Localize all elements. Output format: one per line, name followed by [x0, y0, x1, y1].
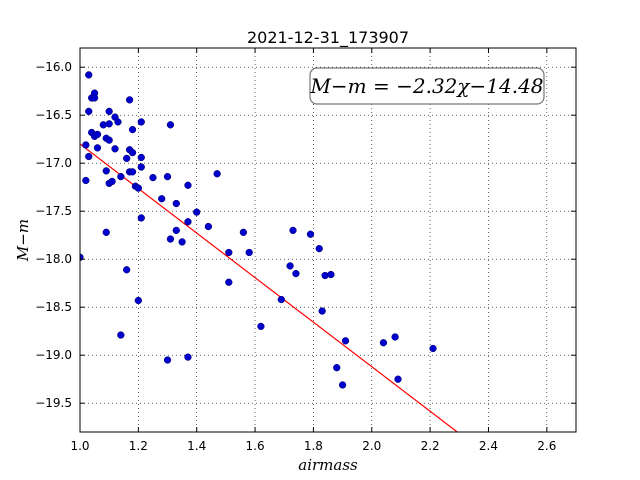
data-point: [137, 153, 145, 162]
x-tick-label: 1.0: [70, 439, 89, 453]
data-point: [204, 222, 213, 231]
data-points: [80, 71, 437, 389]
data-point: [184, 218, 192, 226]
data-point: [105, 107, 113, 116]
data-point: [306, 230, 315, 238]
data-point: [327, 270, 335, 279]
x-tick-label: 1.8: [304, 439, 323, 453]
data-point: [178, 238, 186, 246]
data-point: [128, 148, 137, 157]
y-tick-label: −19.0: [35, 348, 72, 362]
data-point: [134, 184, 143, 192]
data-point: [123, 266, 131, 274]
data-point: [93, 144, 102, 152]
data-point: [338, 381, 347, 389]
data-point: [193, 208, 201, 216]
data-point: [102, 228, 110, 236]
x-tick-label: 2.4: [479, 439, 498, 453]
data-point: [257, 322, 265, 331]
data-point: [117, 331, 125, 339]
data-point: [225, 278, 233, 286]
fit-equation: M−m = −2.32χ−14.48: [309, 74, 543, 98]
data-point: [292, 269, 300, 278]
data-point: [125, 96, 134, 104]
data-point: [93, 130, 102, 139]
data-point: [134, 296, 143, 305]
data-point: [114, 118, 122, 126]
data-point: [289, 226, 297, 235]
data-point: [85, 71, 93, 79]
data-point: [163, 172, 172, 181]
data-point: [108, 177, 116, 186]
y-axis-label: M−m: [14, 219, 32, 262]
data-point: [245, 248, 253, 257]
data-point: [82, 176, 90, 185]
y-tick-label: −17.5: [35, 204, 72, 218]
data-point: [111, 145, 119, 153]
data-point: [163, 356, 172, 364]
y-tick-label: −18.5: [35, 300, 72, 314]
data-point: [128, 125, 137, 134]
data-point: [172, 199, 180, 208]
axis-ticks: 1.0 1.2 1.4 1.6 1.8 2.0 2.2 2.4 2.6 −16.0 −16.5 −17…: [35, 48, 576, 453]
data-point: [117, 172, 125, 181]
data-point: [128, 168, 137, 176]
data-point: [166, 121, 175, 129]
data-point: [172, 226, 180, 235]
data-point: [102, 167, 110, 175]
data-point: [341, 337, 350, 345]
equation-annotation: M−m = −2.32χ−14.48: [309, 67, 545, 105]
y-tick-label: −16.5: [35, 108, 72, 122]
data-point: [166, 235, 175, 243]
data-point: [277, 295, 285, 304]
data-point: [90, 94, 99, 102]
y-tick-label: −18.0: [35, 252, 72, 266]
data-point: [318, 307, 326, 315]
data-point: [149, 173, 157, 182]
data-point: [429, 344, 437, 353]
data-point: [137, 214, 145, 222]
data-point: [239, 228, 248, 236]
x-tick-label: 1.6: [246, 439, 265, 453]
data-point: [391, 333, 399, 341]
data-point: [85, 152, 93, 161]
data-point: [184, 353, 192, 361]
x-tick-label: 1.2: [129, 439, 148, 453]
data-point: [105, 136, 113, 144]
data-point: [184, 181, 192, 189]
fit-line-layer: [80, 143, 459, 432]
data-point: [137, 163, 145, 171]
x-tick-label: 2.6: [537, 439, 556, 453]
grid: [79, 48, 576, 432]
x-tick-label: 1.4: [187, 439, 206, 453]
y-tick-label: −19.5: [35, 396, 72, 410]
data-point: [105, 120, 113, 128]
data-point: [394, 375, 402, 383]
annotation-box: [309, 67, 545, 105]
data-point: [286, 262, 294, 270]
data-point: [225, 248, 233, 257]
x-tick-label: 2.0: [362, 439, 381, 453]
data-point: [137, 118, 145, 126]
x-axis-label: airmass: [298, 456, 358, 474]
data-point: [379, 339, 388, 347]
x-tick-label: 2.2: [421, 439, 440, 453]
y-tick-label: −16.0: [35, 60, 72, 74]
data-point: [158, 195, 166, 203]
data-point: [85, 107, 93, 116]
data-point: [123, 154, 131, 163]
chart-title: 2021-12-31_173907: [247, 28, 409, 48]
data-point: [333, 364, 341, 372]
y-tick-label: −17.0: [35, 156, 72, 170]
data-point: [315, 244, 323, 253]
data-point: [213, 170, 221, 178]
fit-line: [80, 143, 459, 432]
plot-frame: [79, 47, 577, 433]
data-point: [82, 141, 90, 149]
